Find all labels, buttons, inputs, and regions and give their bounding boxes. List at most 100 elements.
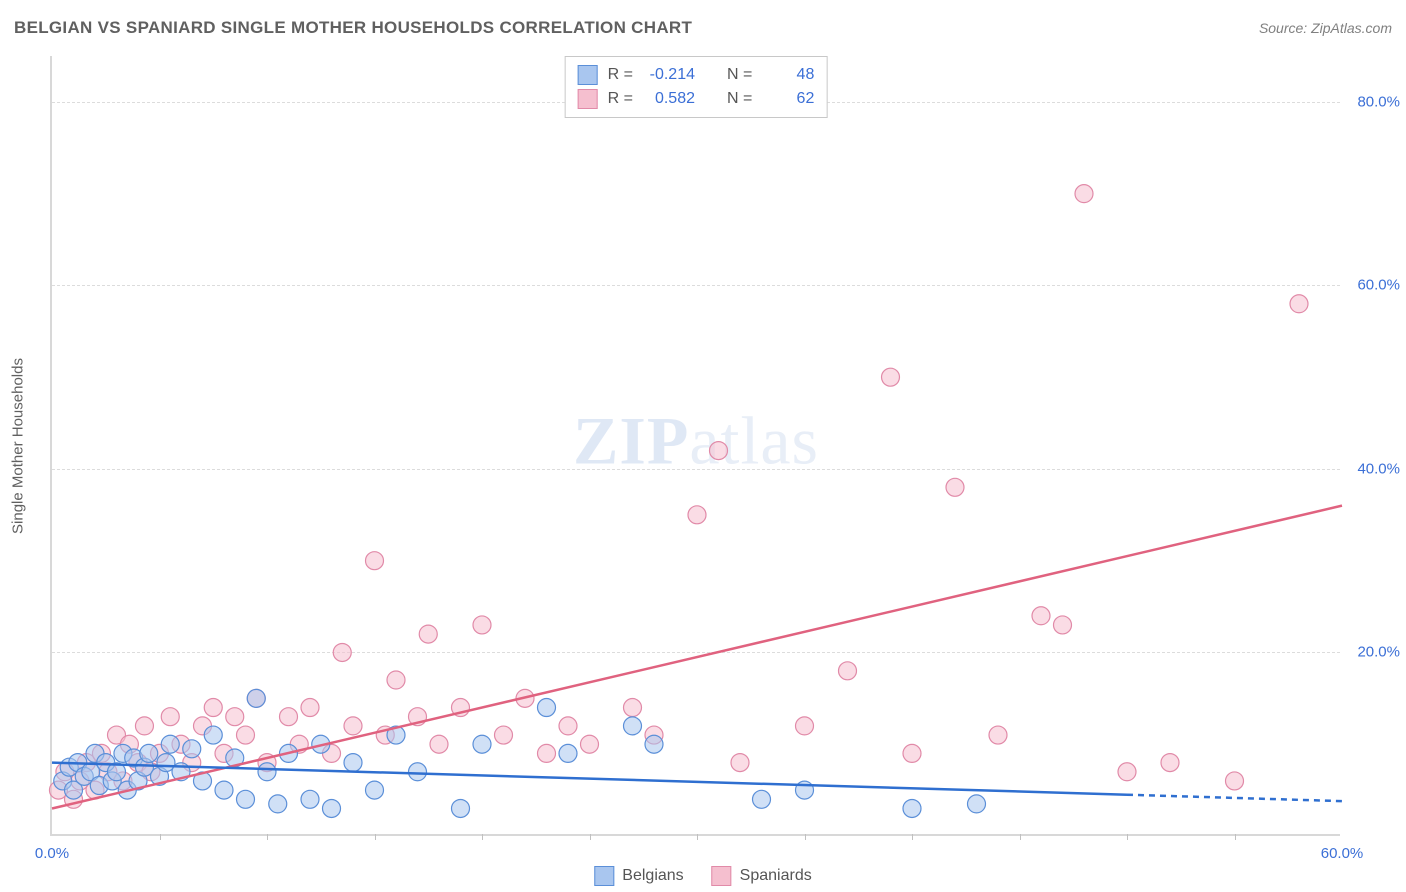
data-point bbox=[903, 799, 921, 817]
stats-row-belgians: R = -0.214 N = 48 bbox=[578, 63, 815, 87]
data-point bbox=[731, 754, 749, 772]
data-point bbox=[1075, 185, 1093, 203]
trend-line bbox=[52, 506, 1342, 809]
data-point bbox=[538, 699, 556, 717]
trend-line bbox=[1127, 795, 1342, 801]
source-label: Source: bbox=[1259, 20, 1307, 36]
x-tick-label: 60.0% bbox=[1321, 845, 1364, 862]
data-point bbox=[1226, 772, 1244, 790]
data-point bbox=[409, 763, 427, 781]
chart-header: BELGIAN VS SPANIARD SINGLE MOTHER HOUSEH… bbox=[14, 18, 1392, 38]
data-point bbox=[140, 744, 158, 762]
data-point bbox=[968, 795, 986, 813]
data-point bbox=[333, 643, 351, 661]
data-point bbox=[161, 708, 179, 726]
x-tick bbox=[912, 834, 913, 840]
data-point bbox=[473, 616, 491, 634]
data-point bbox=[237, 726, 255, 744]
x-tick bbox=[697, 834, 698, 840]
data-point bbox=[301, 699, 319, 717]
data-point bbox=[204, 699, 222, 717]
data-point bbox=[1054, 616, 1072, 634]
data-point bbox=[366, 781, 384, 799]
data-point bbox=[839, 662, 857, 680]
x-tick bbox=[160, 834, 161, 840]
data-point bbox=[1290, 295, 1308, 313]
data-point bbox=[559, 744, 577, 762]
x-tick bbox=[590, 834, 591, 840]
data-point bbox=[581, 735, 599, 753]
n-value-belgians: 48 bbox=[762, 66, 814, 84]
data-point bbox=[1032, 607, 1050, 625]
data-point bbox=[946, 478, 964, 496]
data-point bbox=[387, 671, 405, 689]
data-point bbox=[796, 717, 814, 735]
stats-row-spaniards: R = 0.582 N = 62 bbox=[578, 87, 815, 111]
x-tick bbox=[1020, 834, 1021, 840]
y-axis-title: Single Mother Households bbox=[10, 358, 27, 534]
data-point bbox=[710, 442, 728, 460]
stats-legend: R = -0.214 N = 48 R = 0.582 N = 62 bbox=[565, 56, 828, 118]
data-point bbox=[1118, 763, 1136, 781]
data-point bbox=[753, 790, 771, 808]
x-tick bbox=[482, 834, 483, 840]
y-tick-label: 80.0% bbox=[1345, 93, 1400, 110]
data-point bbox=[473, 735, 491, 753]
r-value-belgians: -0.214 bbox=[643, 66, 695, 84]
series-legend: Belgians Spaniards bbox=[594, 866, 811, 886]
data-point bbox=[559, 717, 577, 735]
x-tick bbox=[375, 834, 376, 840]
y-tick-label: 60.0% bbox=[1345, 277, 1400, 294]
x-tick bbox=[1127, 834, 1128, 840]
r-value-spaniards: 0.582 bbox=[643, 90, 695, 108]
n-value-spaniards: 62 bbox=[762, 90, 814, 108]
legend-label-belgians: Belgians bbox=[622, 867, 683, 885]
swatch-spaniards-2 bbox=[712, 866, 732, 886]
x-tick bbox=[1235, 834, 1236, 840]
data-point bbox=[204, 726, 222, 744]
x-tick-label: 0.0% bbox=[35, 845, 69, 862]
data-point bbox=[882, 368, 900, 386]
n-label: N = bbox=[727, 66, 752, 84]
data-point bbox=[215, 781, 233, 799]
data-point bbox=[430, 735, 448, 753]
data-point bbox=[688, 506, 706, 524]
y-tick-label: 20.0% bbox=[1345, 644, 1400, 661]
data-point bbox=[1161, 754, 1179, 772]
n-label-2: N = bbox=[727, 90, 752, 108]
data-point bbox=[419, 625, 437, 643]
data-point bbox=[323, 799, 341, 817]
r-label: R = bbox=[608, 66, 633, 84]
data-point bbox=[366, 552, 384, 570]
scatter-svg bbox=[52, 56, 1340, 834]
data-point bbox=[903, 744, 921, 762]
data-point bbox=[344, 754, 362, 772]
swatch-spaniards bbox=[578, 89, 598, 109]
plot-area: ZIPatlas R = -0.214 N = 48 R = 0.582 N =… bbox=[50, 56, 1340, 836]
x-tick bbox=[267, 834, 268, 840]
y-tick-label: 40.0% bbox=[1345, 460, 1400, 477]
data-point bbox=[258, 763, 276, 781]
swatch-belgians bbox=[578, 65, 598, 85]
legend-item-belgians: Belgians bbox=[594, 866, 683, 886]
data-point bbox=[452, 799, 470, 817]
data-point bbox=[269, 795, 287, 813]
data-point bbox=[495, 726, 513, 744]
data-point bbox=[538, 744, 556, 762]
data-point bbox=[301, 790, 319, 808]
r-label-2: R = bbox=[608, 90, 633, 108]
trend-line bbox=[52, 763, 1127, 795]
data-point bbox=[624, 717, 642, 735]
chart-source: Source: ZipAtlas.com bbox=[1259, 20, 1392, 36]
data-point bbox=[280, 708, 298, 726]
data-point bbox=[183, 740, 201, 758]
data-point bbox=[624, 699, 642, 717]
data-point bbox=[645, 735, 663, 753]
source-link[interactable]: ZipAtlas.com bbox=[1311, 20, 1392, 36]
swatch-belgians-2 bbox=[594, 866, 614, 886]
data-point bbox=[135, 717, 153, 735]
data-point bbox=[226, 708, 244, 726]
data-point bbox=[161, 735, 179, 753]
x-tick bbox=[805, 834, 806, 840]
data-point bbox=[344, 717, 362, 735]
